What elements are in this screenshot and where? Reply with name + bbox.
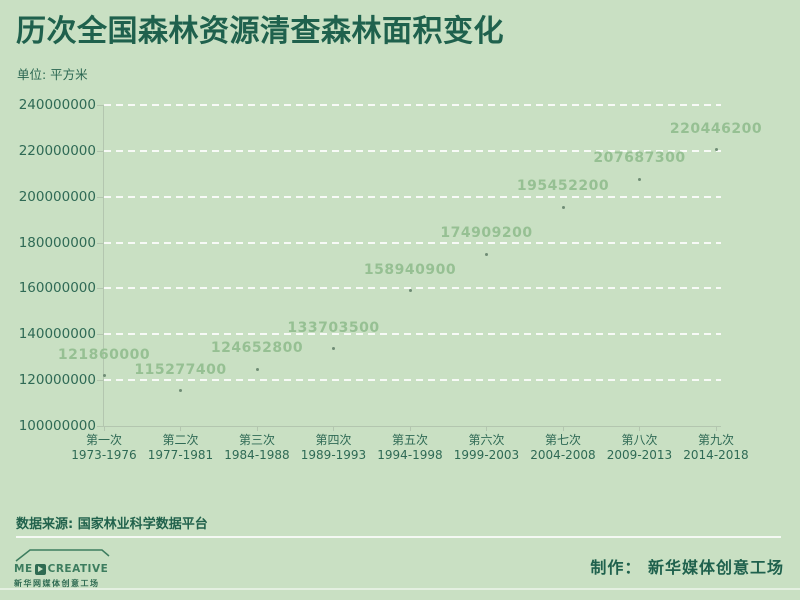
y-axis-tick-label: 180000000 — [18, 234, 96, 251]
y-axis-tick — [97, 380, 103, 382]
x-axis-category-label: 第二次 1977-1981 — [136, 433, 226, 463]
y-axis-tick — [97, 334, 103, 336]
y-axis-tick — [97, 105, 103, 106]
x-axis-category-label: 第一次 1973-1976 — [59, 433, 149, 463]
x-axis-category-label: 第五次 1994-1998 — [365, 433, 455, 463]
plot-area: 100000000 120000000 140000000 160000000 1800… — [19, 97, 762, 462]
category-years: 1989-1993 — [300, 448, 367, 462]
y-axis-tick — [97, 288, 103, 290]
data-point-label: 133703500 — [287, 319, 380, 336]
brand-wordmark: ME CREATIVE — [14, 563, 114, 575]
category-years: 1999-2003 — [453, 448, 520, 462]
y-gridline — [104, 195, 721, 198]
x-axis-tick — [180, 426, 181, 431]
x-axis-category-label: 第六次 1999-2003 — [442, 433, 532, 463]
data-point-label: 195452200 — [516, 178, 610, 195]
brand-subtext: 新华网媒体创意工场 — [14, 579, 100, 588]
data-point — [485, 252, 488, 256]
data-point — [102, 374, 106, 378]
data-point-label: 174909200 — [440, 225, 533, 242]
x-axis-category-label: 第四次 1989-1993 — [289, 433, 379, 463]
data-point-label: 220446200 — [669, 120, 763, 137]
category-ordinal: 第三次 — [238, 433, 275, 447]
x-axis-tick — [715, 426, 717, 431]
x-axis-category-label: 第九次 2014-2018 — [671, 433, 761, 463]
y-axis-tick — [97, 196, 103, 198]
x-axis-tick — [409, 426, 411, 431]
y-gridline — [104, 287, 721, 290]
y-axis-tick-label: 120000000 — [18, 372, 96, 389]
x-axis-tick — [639, 426, 640, 431]
y-axis-tick — [97, 150, 103, 152]
x-axis-category-label: 第七次 2004-2008 — [518, 433, 608, 463]
chart-title: 历次全国森林资源清查森林面积变化 — [16, 14, 504, 49]
brand-prefix-text: ME — [14, 563, 33, 575]
category-years: 2014-2018 — [683, 448, 749, 462]
play-icon — [34, 563, 46, 575]
brand-logo: ME CREATIVE 新华网媒体创意工场 — [14, 548, 114, 589]
category-ordinal: 第二次 — [162, 433, 199, 447]
x-axis-tick — [103, 426, 105, 431]
data-point-label: 158940900 — [363, 261, 457, 278]
data-point-label: 207687300 — [593, 150, 686, 167]
data-point — [332, 347, 335, 351]
category-ordinal: 第一次 — [85, 433, 122, 447]
y-axis-tick-label: 100000000 — [18, 418, 96, 434]
bottom-divider — [0, 588, 800, 590]
data-point — [179, 389, 182, 393]
y-axis-tick-label: 220000000 — [18, 142, 96, 159]
data-point-label: 124652800 — [210, 340, 304, 357]
category-ordinal: 第六次 — [468, 433, 505, 447]
data-point-label: 121860000 — [57, 346, 151, 363]
category-ordinal: 第四次 — [315, 433, 352, 447]
category-years: 2004-2008 — [530, 448, 596, 462]
y-axis-tick-label: 240000000 — [18, 97, 96, 113]
data-point-label: 115277400 — [134, 361, 227, 378]
y-gridline — [104, 379, 721, 382]
y-axis-tick-label: 160000000 — [18, 280, 96, 297]
category-years: 1977-1981 — [147, 448, 214, 462]
y-axis-tick — [97, 426, 103, 427]
y-gridline — [104, 333, 721, 336]
x-axis-tick — [333, 426, 334, 431]
data-point — [408, 289, 412, 293]
data-point — [561, 205, 565, 209]
y-gridline — [104, 241, 721, 244]
category-years: 1973-1976 — [71, 448, 137, 462]
x-axis-tick — [486, 426, 487, 431]
logo-roof-icon — [15, 549, 110, 562]
producer-credit: 制作： 新华媒体创意工场 — [590, 558, 784, 577]
x-axis-tick — [562, 426, 564, 431]
category-years: 1984-1988 — [224, 448, 290, 462]
category-years: 2009-2013 — [606, 448, 673, 462]
y-gridline — [104, 149, 721, 152]
y-gridline — [104, 104, 721, 106]
footer-divider — [16, 536, 781, 538]
data-source-label: 数据来源: 国家林业科学数据平台 — [16, 517, 208, 532]
y-axis-tick — [97, 242, 103, 244]
category-ordinal: 第八次 — [621, 433, 658, 447]
brand-suffix-text: CREATIVE — [47, 563, 109, 575]
x-axis-tick — [256, 426, 258, 431]
unit-label: 单位: 平方米 — [17, 67, 88, 82]
x-axis-category-label: 第八次 2009-2013 — [595, 433, 685, 463]
data-point — [255, 367, 259, 371]
y-axis-tick-label: 200000000 — [18, 188, 96, 205]
category-ordinal: 第五次 — [391, 433, 428, 447]
category-years: 1994-1998 — [377, 448, 443, 462]
data-point — [714, 148, 718, 152]
category-ordinal: 第九次 — [697, 433, 734, 447]
y-axis-tick-label: 140000000 — [18, 326, 96, 343]
category-ordinal: 第七次 — [544, 433, 581, 447]
x-axis-category-label: 第三次 1984-1988 — [212, 433, 302, 463]
data-point — [638, 177, 641, 181]
